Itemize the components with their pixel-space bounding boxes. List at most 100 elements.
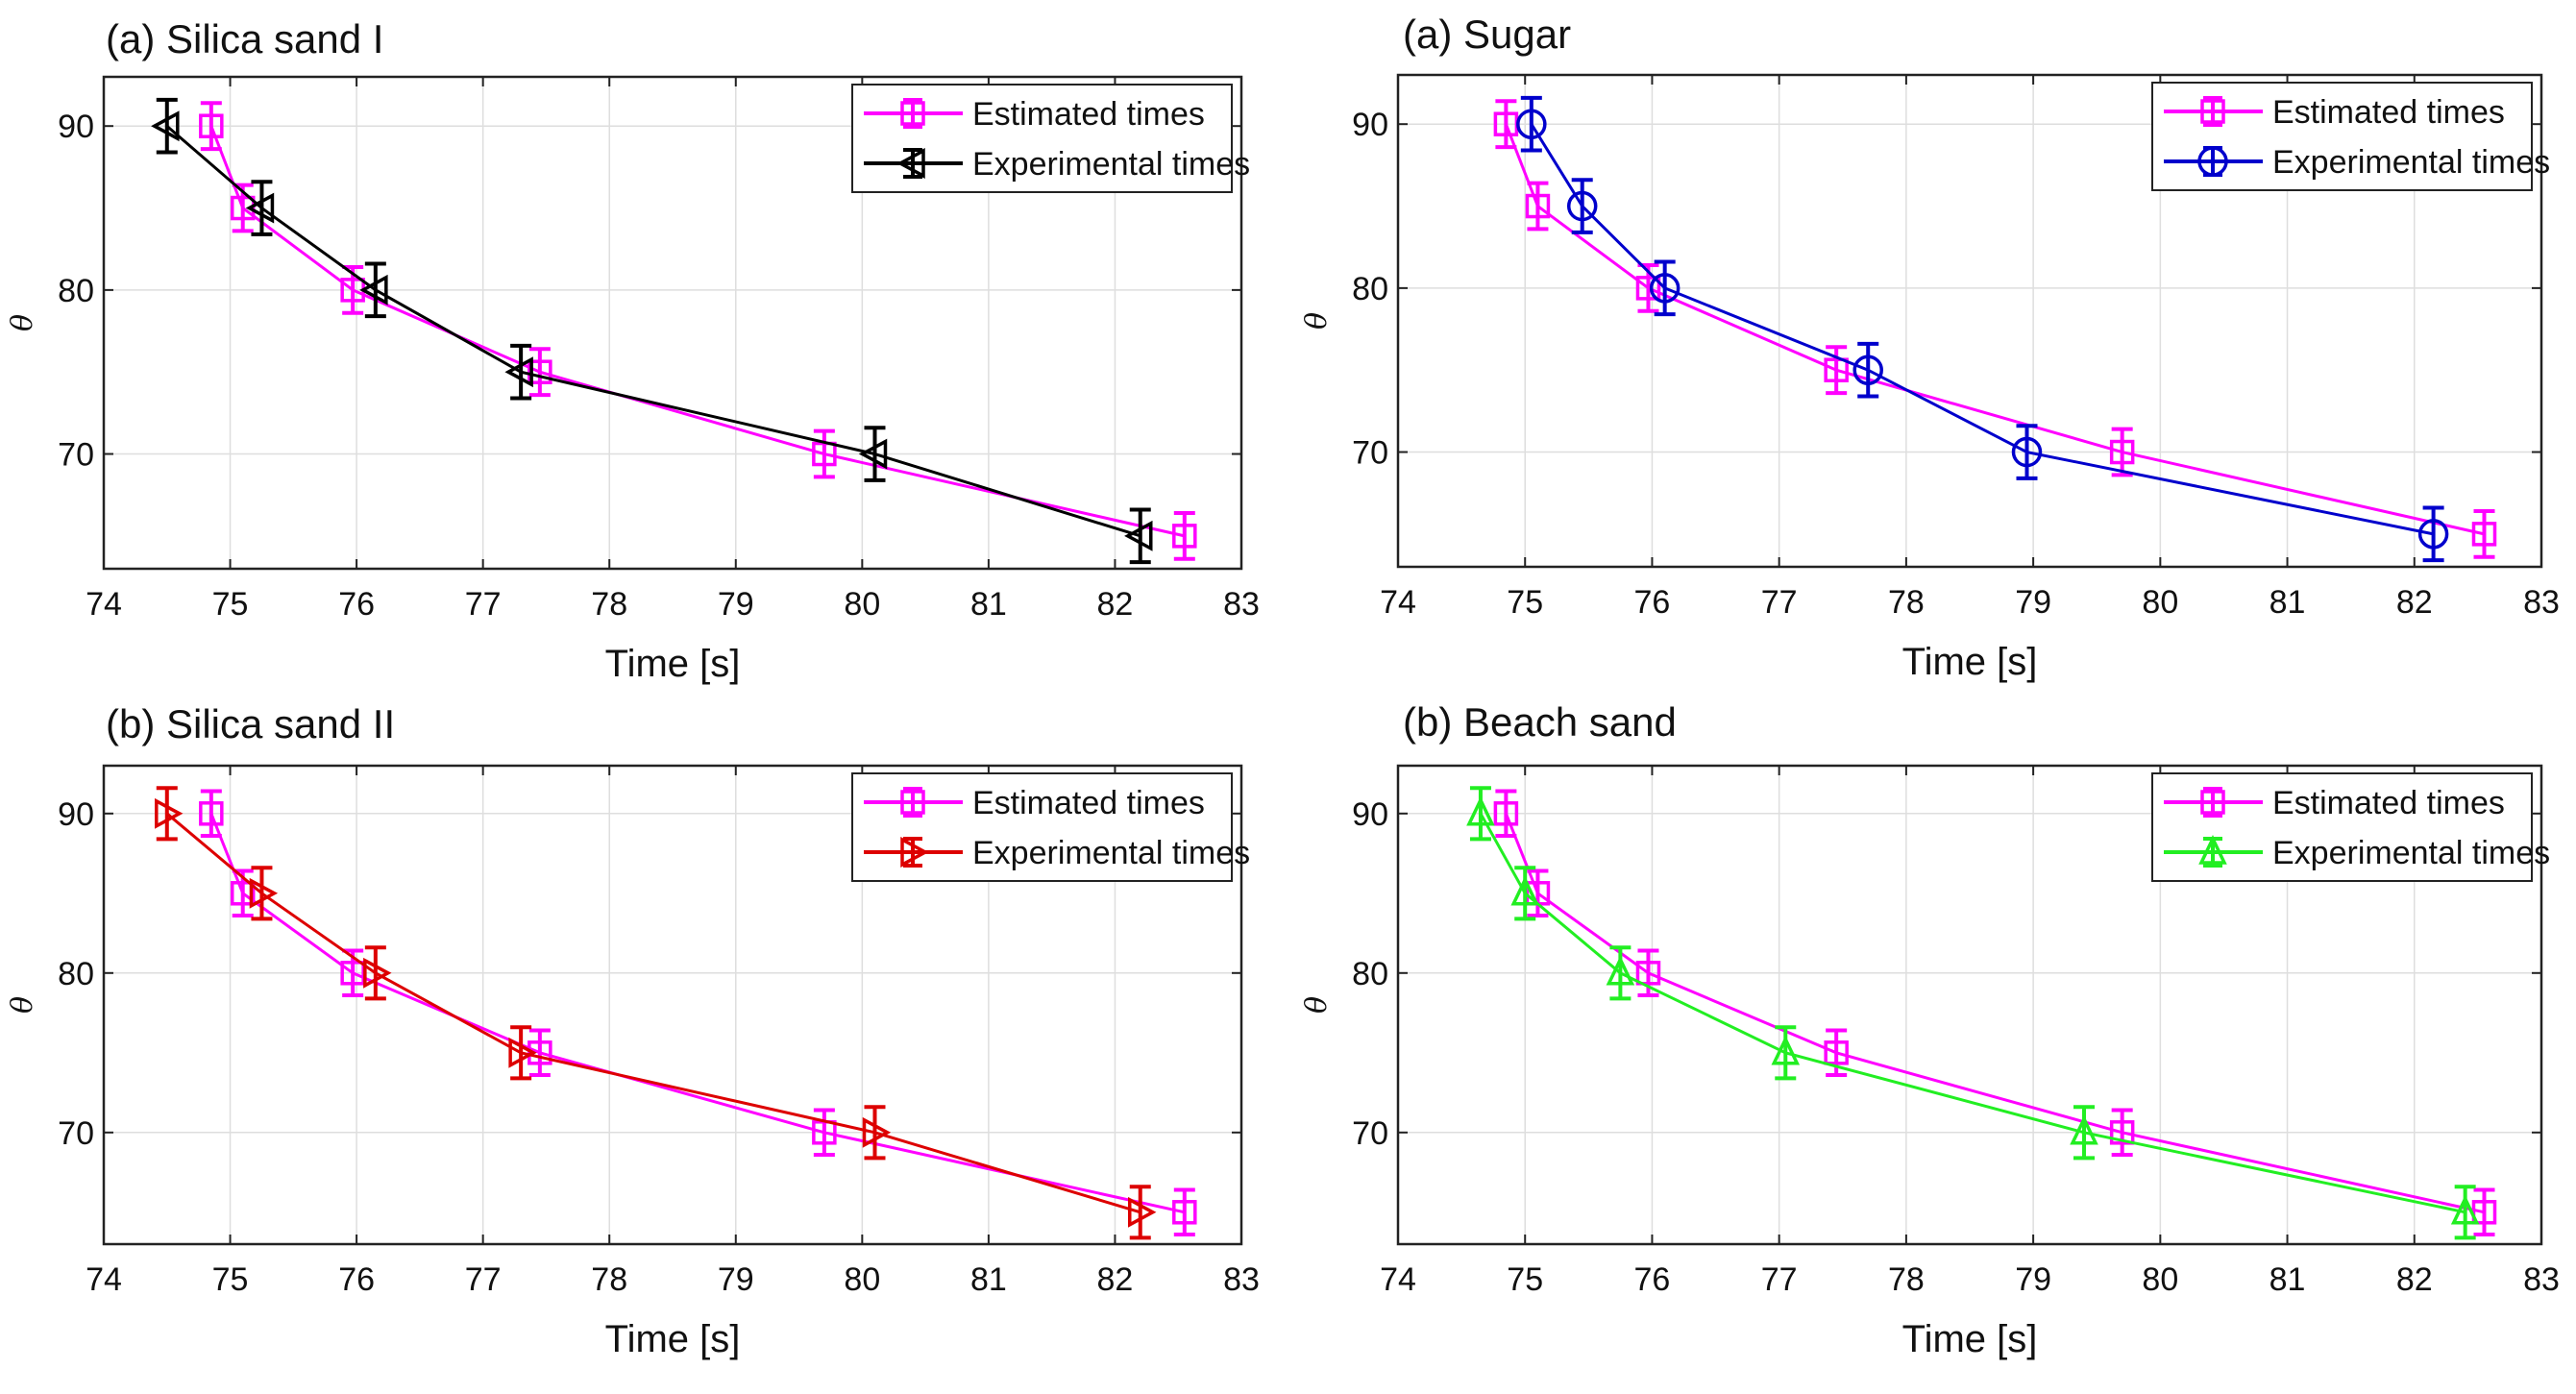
data-point (1493, 801, 1519, 826)
data-point (230, 195, 256, 221)
y-tick-label: 90 (58, 109, 94, 145)
chart-panel-3: 74 75 76 77 78 79 80 81 82 83 70 80 90 Estimated time… (6, 701, 1260, 1360)
data-point (245, 192, 275, 224)
data-point (199, 113, 224, 138)
data-point (1566, 190, 1598, 222)
legend-marker (900, 790, 925, 815)
y-axis-label: θ (1300, 312, 1334, 330)
x-tick-label: 81 (2269, 1261, 2306, 1298)
series-line (1504, 813, 2485, 1214)
y-axis-label: θ (1300, 996, 1334, 1014)
axes-frame (102, 75, 1243, 571)
chart-title: (a) Sugar (1403, 12, 1571, 57)
x-tick-label: 78 (1888, 1261, 1925, 1298)
x-tick-label: 76 (1634, 1261, 1671, 1298)
data-point (249, 877, 279, 909)
data-point (1824, 1040, 1849, 1065)
chart-panel-1: 74 75 76 77 78 79 80 81 82 83 70 80 90 Estimated time… (6, 16, 1260, 685)
x-tick-label: 79 (2015, 584, 2051, 621)
x-tick-label: 75 (212, 1261, 249, 1298)
series-line (165, 812, 1141, 1214)
data-point (1635, 276, 1661, 301)
x-tick-label: 77 (1761, 1261, 1798, 1298)
legend-label: Estimated times (2272, 94, 2505, 131)
legend-marker (900, 837, 929, 868)
series-2 (151, 97, 1153, 565)
x-axis-label: Time [s] (605, 643, 741, 685)
legend-label: Experimental times (972, 146, 1250, 183)
y-tick-label: 70 (1352, 435, 1388, 472)
data-point (2471, 522, 2497, 547)
data-point (199, 801, 224, 826)
data-point (151, 110, 180, 142)
x-tick-label: 79 (718, 1261, 754, 1298)
legend-marker (2200, 790, 2225, 815)
data-point (858, 438, 888, 470)
data-point (1649, 273, 1681, 304)
legend-label: Estimated times (972, 96, 1205, 133)
x-tick-label: 81 (970, 1261, 1007, 1298)
data-point (1635, 961, 1661, 986)
x-tick-label: 81 (2269, 584, 2306, 621)
y-tick-label: 80 (58, 956, 94, 992)
chart-panel-4: 74 75 76 77 78 79 80 81 82 83 70 80 90 Estimated time… (1300, 699, 2560, 1360)
x-tick-label: 83 (1223, 1261, 1260, 1298)
legend-label: Estimated times (972, 785, 1205, 821)
chart-panel-2: 74 75 76 77 78 79 80 81 82 83 70 80 90 Estimated time… (1300, 12, 2560, 683)
data-point (1128, 1196, 1157, 1228)
legend-label: Experimental times (2272, 835, 2550, 871)
legend-marker (2197, 146, 2228, 177)
y-tick-label: 80 (1352, 271, 1388, 307)
chart-title: (b) Silica sand II (106, 701, 395, 746)
x-tick-label: 79 (2015, 1261, 2051, 1298)
x-tick-label: 77 (465, 586, 502, 623)
data-point (1525, 193, 1551, 219)
data-point (1510, 875, 1540, 906)
data-point (1172, 524, 1197, 549)
chart-title: (b) Beach sand (1403, 699, 1677, 745)
y-tick-label: 90 (1352, 107, 1388, 143)
x-tick-label: 74 (86, 586, 122, 623)
x-tick-label: 76 (338, 586, 375, 623)
data-point (1606, 955, 1635, 986)
y-axis-label: θ (6, 314, 39, 331)
legend: Estimated times Experimental times (2151, 772, 2550, 882)
y-tick-label: 70 (58, 1115, 94, 1152)
y-axis-label: θ (6, 996, 39, 1014)
y-tick-label: 70 (1352, 1115, 1388, 1152)
data-point (862, 1116, 892, 1148)
x-axis-label: Time [s] (1902, 641, 2038, 683)
y-tick-label: 90 (1352, 796, 1388, 833)
data-point (1124, 520, 1153, 551)
axes-frame (1396, 764, 2543, 1246)
series-2 (1466, 786, 2480, 1240)
data-point (1771, 1035, 1801, 1065)
x-tick-label: 75 (1507, 584, 1543, 621)
x-tick-label: 78 (591, 586, 627, 623)
x-tick-label: 75 (212, 586, 249, 623)
data-point (2070, 1114, 2098, 1145)
data-point (230, 881, 256, 906)
data-point (2109, 1120, 2135, 1145)
y-tick-label: 70 (58, 437, 94, 474)
axes-frame (1396, 73, 2543, 569)
x-axis-label: Time [s] (1902, 1318, 2038, 1360)
x-tick-label: 74 (1380, 584, 1416, 621)
x-tick-label: 82 (2396, 1261, 2433, 1298)
data-point (363, 957, 392, 989)
data-point (1516, 109, 1547, 139)
x-tick-label: 80 (844, 1261, 880, 1298)
data-point (527, 359, 552, 384)
x-tick-label: 74 (86, 1261, 122, 1298)
data-point (508, 1037, 537, 1068)
legend: Estimated times Experimental times (2151, 82, 2550, 191)
data-point (2109, 439, 2135, 465)
x-tick-label: 83 (2523, 1261, 2560, 1298)
x-tick-label: 82 (2396, 584, 2433, 621)
legend-marker (900, 101, 925, 126)
x-tick-label: 80 (2142, 584, 2178, 621)
data-point (2417, 519, 2449, 550)
data-point (1852, 355, 1883, 385)
legend-marker (2198, 834, 2227, 865)
series-1 (1493, 99, 2497, 559)
